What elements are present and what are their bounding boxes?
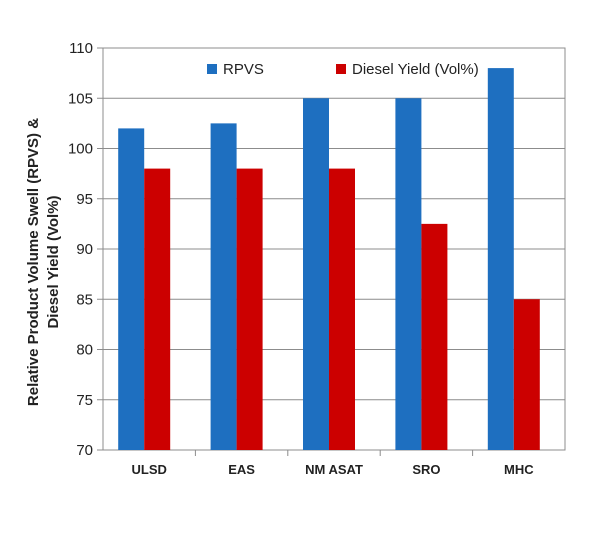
legend-label-0: RPVS (223, 61, 264, 78)
legend-label-1: Diesel Yield (Vol%) (352, 61, 479, 78)
y-tick-label-80: 80 (76, 342, 93, 359)
y-tick-label-90: 90 (76, 241, 93, 258)
x-category-label-ulsd: ULSD (132, 462, 167, 477)
legend: RPVS Diesel Yield (Vol%) (207, 61, 479, 78)
y-tick-label-70: 70 (76, 442, 93, 459)
x-category-label-nm-asat: NM ASAT (305, 462, 363, 477)
bar-diesel-yield-vol-mhc (513, 299, 540, 450)
x-category-label-sro: SRO (412, 462, 440, 477)
bar-rpvs-eas (210, 123, 237, 450)
x-category-label-eas: EAS (228, 462, 255, 477)
bar-rpvs-sro (395, 98, 422, 450)
y-tick-label-100: 100 (68, 141, 93, 158)
y-axis-label-line-1: Relative Product Volume Swell (RPVS) & (25, 118, 42, 406)
y-axis-ticks: 70 75 80 85 90 95 100 105 110 (68, 40, 103, 459)
legend-swatch-1 (336, 64, 346, 74)
x-axis-categories: ULSD EAS NM ASAT SRO MHC (132, 450, 534, 477)
bar-rpvs-ulsd (118, 128, 145, 450)
y-tick-label-95: 95 (76, 191, 93, 208)
bar-diesel-yield-vol-ulsd (144, 168, 171, 450)
bar-diesel-yield-vol-sro (421, 223, 448, 450)
y-tick-label-110: 110 (69, 40, 93, 57)
y-tick-label-85: 85 (76, 291, 93, 308)
bars (118, 68, 540, 450)
legend-swatch-0 (207, 64, 217, 74)
bar-rpvs-nm-asat (303, 98, 329, 450)
bar-diesel-yield-vol-eas (236, 168, 263, 450)
x-category-label-mhc: MHC (504, 462, 534, 477)
bar-diesel-yield-vol-nm-asat (329, 168, 355, 450)
bar-rpvs-mhc (487, 68, 514, 450)
y-tick-label-105: 105 (68, 90, 93, 107)
y-axis-label-line-2: Diesel Yield (Vol%) (45, 195, 62, 328)
y-tick-label-75: 75 (76, 392, 93, 409)
